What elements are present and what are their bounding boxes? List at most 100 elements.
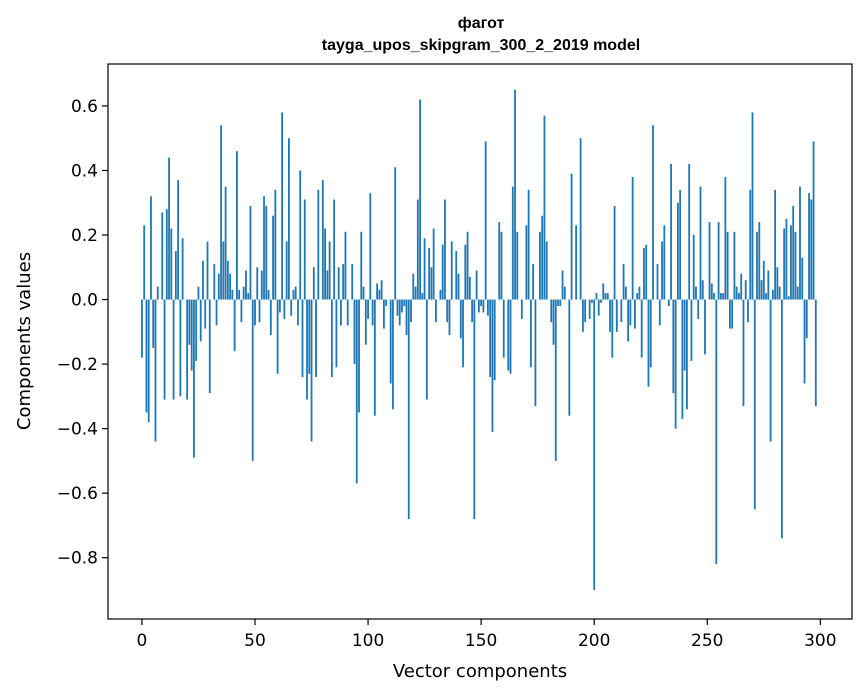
y-axis-label: Components values	[14, 252, 35, 430]
bar	[627, 299, 630, 342]
bar	[315, 299, 317, 377]
x-tick-label: 200	[578, 631, 610, 651]
bar	[267, 289, 270, 300]
bar	[238, 289, 241, 300]
bar	[735, 286, 738, 300]
bar	[301, 299, 304, 377]
bar	[360, 231, 363, 300]
x-tick-label: 250	[691, 631, 723, 651]
bar	[240, 299, 243, 323]
bar	[414, 286, 417, 300]
bar	[283, 299, 286, 319]
bar	[215, 299, 218, 326]
bar	[340, 299, 342, 326]
bar	[498, 222, 501, 300]
bar	[292, 289, 295, 300]
bar	[206, 241, 209, 300]
bar	[676, 202, 679, 300]
x-tick-label: 50	[244, 631, 266, 651]
bar	[487, 299, 489, 316]
bar	[742, 299, 745, 407]
bar	[751, 112, 754, 300]
bar	[792, 205, 795, 300]
bar	[780, 299, 783, 539]
bar	[163, 299, 166, 400]
bar	[803, 299, 806, 384]
bar	[373, 299, 376, 416]
bar	[224, 186, 227, 300]
bar	[634, 299, 636, 329]
y-tick-label: 0.4	[71, 161, 98, 181]
bar	[419, 99, 421, 300]
bar	[346, 299, 349, 326]
bar	[690, 299, 693, 361]
bar	[532, 264, 535, 300]
bar	[260, 270, 263, 300]
bar	[760, 280, 763, 300]
bar	[686, 299, 688, 410]
bar	[579, 138, 582, 300]
bar	[776, 267, 779, 300]
bar	[455, 251, 458, 300]
bar	[758, 222, 761, 300]
bar	[457, 273, 460, 300]
bar	[697, 299, 700, 319]
bar	[613, 205, 616, 300]
bar	[785, 218, 788, 300]
bar	[303, 199, 306, 300]
bar	[333, 199, 336, 300]
bar	[245, 270, 247, 300]
bar	[168, 157, 170, 300]
bar	[771, 289, 774, 300]
bar	[297, 299, 299, 326]
bar	[656, 264, 659, 300]
bar	[622, 264, 625, 300]
bar	[713, 293, 715, 300]
bar	[364, 299, 367, 345]
bar	[208, 299, 211, 394]
bar	[355, 299, 358, 484]
bar	[369, 193, 372, 300]
bar	[249, 205, 252, 300]
bar	[534, 299, 537, 407]
bar	[448, 299, 451, 336]
bar	[306, 299, 308, 400]
bar	[805, 299, 808, 339]
bar	[256, 267, 259, 300]
bar	[724, 176, 727, 300]
bar	[728, 299, 731, 329]
bar	[186, 299, 189, 400]
y-tick-label: 0.6	[71, 97, 98, 117]
bar	[342, 264, 345, 300]
bar	[446, 299, 449, 323]
bar	[722, 293, 725, 300]
bar	[344, 231, 347, 300]
bar	[624, 286, 627, 300]
bar	[699, 186, 702, 300]
bar	[753, 299, 756, 510]
bar	[726, 231, 729, 300]
bar	[312, 267, 315, 300]
bar	[710, 283, 713, 300]
bar	[276, 299, 279, 374]
bar	[432, 228, 435, 300]
bar	[511, 186, 514, 300]
bar	[217, 273, 220, 300]
bar	[484, 141, 487, 300]
bar	[808, 193, 810, 300]
bar	[428, 247, 431, 300]
bar	[403, 299, 406, 306]
bar	[462, 299, 464, 368]
bar	[765, 293, 767, 300]
bar	[645, 244, 648, 300]
bar	[600, 299, 602, 303]
bar	[769, 299, 772, 442]
bar	[152, 299, 155, 348]
bar	[591, 299, 593, 303]
x-axis-label: Vector components	[393, 661, 567, 682]
bar	[570, 173, 573, 300]
bar	[421, 293, 424, 300]
bar	[597, 299, 600, 316]
bar	[398, 299, 401, 326]
bar	[321, 180, 324, 300]
